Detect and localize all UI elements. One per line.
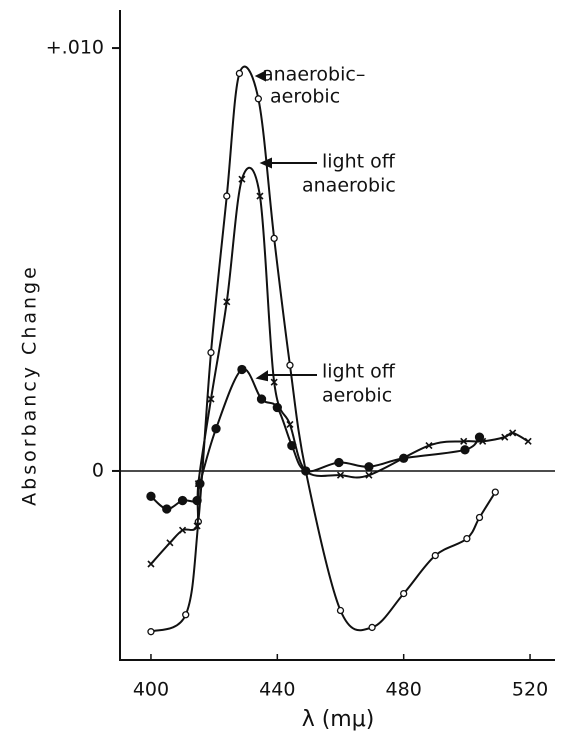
series-line	[150, 368, 481, 511]
point	[147, 560, 155, 568]
point	[524, 437, 532, 445]
annotation-text: anaerobic–	[262, 64, 365, 86]
point	[207, 348, 215, 357]
point	[178, 526, 187, 534]
point	[146, 491, 156, 501]
annotation: anaerobic– aerobic light off anaerobic l…	[254, 64, 396, 407]
point	[270, 234, 278, 243]
point	[491, 488, 499, 496]
point	[223, 298, 231, 306]
x-axis-label: λ (mμ)	[302, 707, 375, 732]
point	[147, 628, 155, 636]
point	[207, 395, 215, 403]
point	[301, 466, 311, 476]
annotation-text: anaerobic	[302, 175, 396, 197]
point	[254, 95, 263, 103]
point	[460, 437, 468, 445]
point	[272, 402, 282, 413]
point	[223, 192, 231, 200]
point	[256, 192, 264, 200]
point	[270, 378, 278, 386]
series-line	[150, 65, 497, 633]
y-axis-label: Absorbancy Change	[19, 264, 41, 506]
annotation-text: aerobic	[270, 86, 340, 108]
point	[334, 457, 344, 468]
point	[425, 442, 433, 450]
point	[287, 440, 297, 451]
annotation-text: aerobic	[322, 385, 392, 407]
point	[501, 433, 509, 441]
point	[166, 539, 174, 547]
annotation-text: light off	[322, 361, 396, 383]
point	[431, 551, 439, 560]
point	[238, 175, 246, 183]
point	[460, 445, 470, 455]
point	[474, 432, 485, 442]
annotation-text: light off	[322, 151, 396, 173]
x-tick-label: 400	[133, 679, 169, 701]
point	[336, 471, 345, 479]
point	[235, 69, 244, 78]
point	[237, 364, 247, 375]
point	[286, 361, 294, 369]
point	[177, 495, 188, 506]
annotation-arrow	[254, 70, 317, 382]
point	[336, 606, 345, 615]
point	[509, 429, 517, 437]
point	[286, 420, 294, 429]
x-tick-label: 520	[512, 679, 548, 701]
point	[182, 611, 190, 619]
y-tick-label: 0	[92, 459, 104, 481]
point	[195, 478, 205, 489]
point	[400, 589, 408, 598]
point	[192, 495, 202, 506]
point	[368, 623, 376, 632]
point	[193, 522, 201, 530]
x-tick-label: 440	[259, 679, 295, 701]
point	[364, 462, 374, 472]
point	[211, 424, 221, 434]
point	[162, 504, 172, 514]
point	[365, 471, 373, 479]
axis	[119, 10, 555, 661]
point	[475, 513, 484, 522]
y-tick-label: +.010	[46, 37, 104, 59]
point	[399, 453, 409, 463]
point	[463, 534, 471, 543]
x-tick-label: 480	[386, 679, 422, 701]
point	[256, 394, 267, 404]
